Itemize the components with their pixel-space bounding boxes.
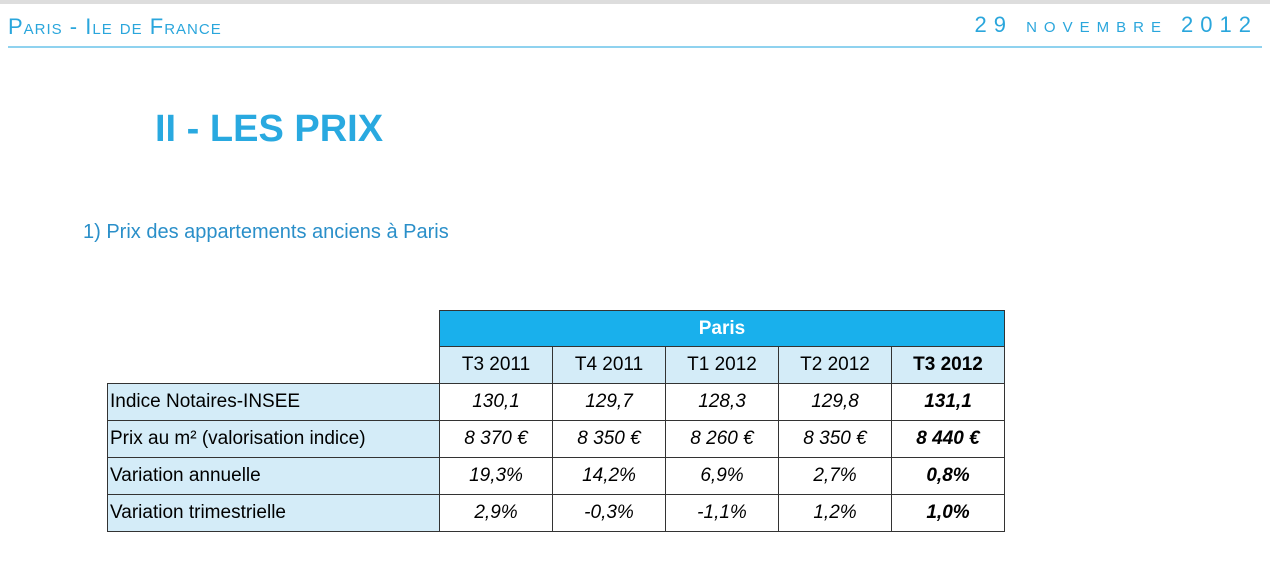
column-header: T4 2011 — [552, 346, 666, 384]
data-row: Prix au m² (valorisation indice) 8 370 €8… — [107, 420, 1005, 458]
data-row: Indice Notaires-INSEE 130,1 129,7 128,3 129,… — [107, 383, 1005, 421]
column-header: T3 2011 — [439, 346, 553, 384]
group-row: Paris — [108, 310, 1005, 347]
cell: -0,3% — [552, 494, 666, 532]
cell: 19,3% — [439, 457, 553, 495]
column-header: T2 2012 — [778, 346, 892, 384]
data-row: Variation trimestrielle 2,9% -0,3% -1,1% 1,2… — [107, 494, 1005, 532]
cell: 2,9% — [439, 494, 553, 532]
section-title: II - LES PRIX — [155, 108, 384, 150]
cell: 8 370 € — [439, 420, 553, 458]
header-rule — [8, 46, 1262, 48]
cell: 2,7% — [778, 457, 892, 495]
cell: 8 350 € — [778, 420, 892, 458]
row-label: Variation trimestrielle — [107, 494, 440, 532]
row-label: Prix au m² (valorisation indice) — [107, 420, 440, 458]
cell: 129,7 — [552, 383, 666, 421]
subtitle: 1) Prix des appartements anciens à Paris — [83, 221, 449, 243]
row-label: Variation annuelle — [107, 457, 440, 495]
cell: 129,8 — [778, 383, 892, 421]
group-header: Paris — [439, 310, 1005, 347]
cell: 0,8% — [891, 457, 1005, 495]
row-label: Indice Notaires-INSEE — [107, 383, 440, 421]
header-date: 29 novembre 2012 — [974, 12, 1258, 37]
cell: 128,3 — [665, 383, 779, 421]
cell: 8 350 € — [552, 420, 666, 458]
data-row: Variation annuelle 19,3% 14,2% 6,9% 2,7% 0,8% — [107, 457, 1005, 495]
cell: 131,1 — [891, 383, 1005, 421]
blank-cell — [108, 311, 440, 347]
cell: 8 440 € — [891, 420, 1005, 458]
column-header: T1 2012 — [665, 346, 779, 384]
header-left: Paris - Ile de France — [8, 14, 222, 39]
column-header: T3 2012 — [891, 346, 1005, 384]
price-table: Paris T3 2011 T4 2011 T1 2012 T2 2012 T3 2012… — [107, 310, 1005, 532]
cell: 130,1 — [439, 383, 553, 421]
cell: 1,2% — [778, 494, 892, 532]
blank-cell — [108, 347, 440, 384]
cell: 14,2% — [552, 457, 666, 495]
column-row: T3 2011 T4 2011 T1 2012 T2 2012 T3 2012 — [108, 346, 1005, 384]
cell: 8 260 € — [665, 420, 779, 458]
cell: 1,0% — [891, 494, 1005, 532]
top-bar — [0, 0, 1270, 4]
cell: 6,9% — [665, 457, 779, 495]
cell: -1,1% — [665, 494, 779, 532]
